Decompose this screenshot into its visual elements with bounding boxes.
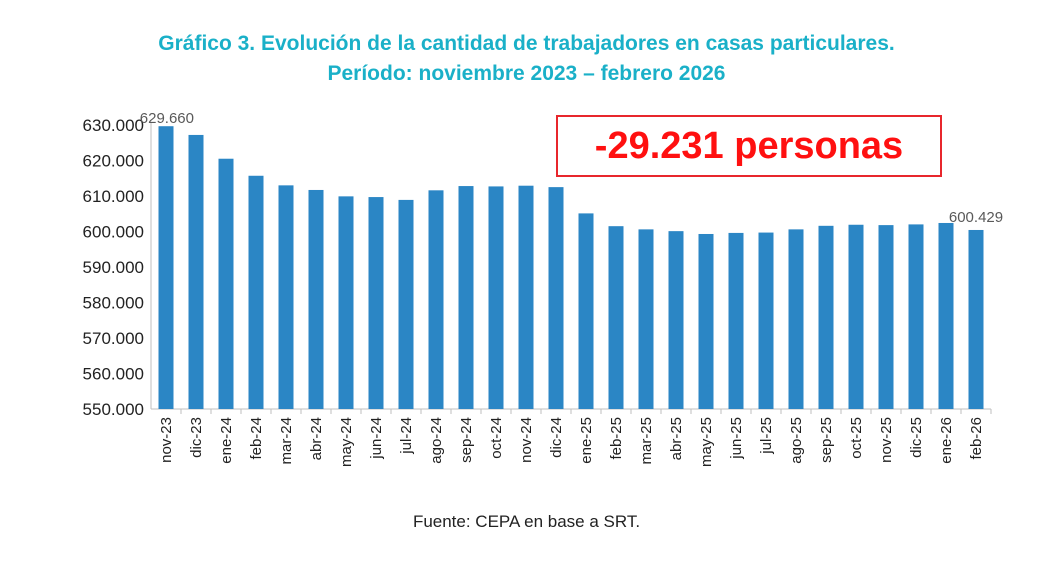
bar xyxy=(968,229,984,409)
bar xyxy=(848,224,864,409)
bar xyxy=(158,126,174,409)
x-tick-label: nov-25 xyxy=(878,417,895,463)
x-tick-label: mar-24 xyxy=(278,417,295,465)
x-tick-label: nov-24 xyxy=(518,417,535,463)
data-label: 629.660 xyxy=(140,110,194,127)
bar xyxy=(668,231,684,409)
x-tick-label: ene-25 xyxy=(578,417,595,464)
source-note: Fuente: CEPA en base a SRT. xyxy=(412,512,641,531)
bar xyxy=(788,229,804,409)
bar xyxy=(548,187,564,409)
bar xyxy=(578,213,594,409)
callout-text: -29.231 personas xyxy=(594,124,904,167)
bar xyxy=(278,185,294,409)
x-tick-label: abr-25 xyxy=(668,417,685,460)
x-tick-label: mar-25 xyxy=(638,417,655,465)
y-tick-label: 580.000 xyxy=(83,294,144,313)
bar xyxy=(308,189,324,409)
x-tick-label: jul-25 xyxy=(758,417,775,455)
y-tick-label: 570.000 xyxy=(83,329,144,348)
x-tick-label: jun-24 xyxy=(368,417,385,460)
y-tick-label: 620.000 xyxy=(83,152,144,171)
x-tick-label: nov-23 xyxy=(158,417,175,463)
x-tick-label: dic-24 xyxy=(548,417,565,458)
bar xyxy=(428,190,444,409)
y-tick-label: 560.000 xyxy=(83,365,144,384)
bar xyxy=(368,197,384,409)
x-tick-label: oct-25 xyxy=(848,417,865,459)
x-tick-label: sep-24 xyxy=(458,417,475,463)
y-tick-label: 590.000 xyxy=(83,258,144,277)
bar xyxy=(248,175,264,409)
x-tick-label: dic-25 xyxy=(908,417,925,458)
bar xyxy=(758,232,774,409)
bar xyxy=(818,225,834,409)
bar xyxy=(488,186,504,409)
y-tick-label: 610.000 xyxy=(83,187,144,206)
x-tick-label: ago-24 xyxy=(428,417,445,464)
x-tick-label: abr-24 xyxy=(308,417,325,460)
x-tick-label: jun-25 xyxy=(728,417,745,460)
bar xyxy=(608,226,624,409)
chart-title: Gráfico 3. Evolución de la cantidad de t… xyxy=(158,32,895,55)
bar xyxy=(878,225,894,409)
y-tick-label: 600.000 xyxy=(83,223,144,242)
bar xyxy=(458,186,474,409)
x-tick-label: may-24 xyxy=(338,417,355,467)
chart-subtitle: Período: noviembre 2023 – febrero 2026 xyxy=(327,62,726,85)
bar xyxy=(338,196,354,409)
x-tick-label: feb-26 xyxy=(968,417,985,460)
bar xyxy=(698,233,714,409)
x-tick-label: sep-25 xyxy=(818,417,835,463)
x-tick-label: oct-24 xyxy=(488,417,505,459)
x-tick-label: feb-25 xyxy=(608,417,625,460)
bar xyxy=(188,134,204,409)
bar xyxy=(218,158,234,409)
bar xyxy=(638,229,654,409)
x-tick-label: may-25 xyxy=(698,417,715,467)
x-tick-label: ago-25 xyxy=(788,417,805,464)
x-tick-label: ene-26 xyxy=(938,417,955,464)
bar xyxy=(908,224,924,409)
bar xyxy=(398,199,414,409)
bar xyxy=(518,185,534,409)
x-tick-label: jul-24 xyxy=(398,417,415,455)
y-tick-label: 550.000 xyxy=(83,400,144,419)
bar xyxy=(938,222,954,409)
x-tick-label: feb-24 xyxy=(248,417,265,460)
x-tick-label: dic-23 xyxy=(188,417,205,458)
bar xyxy=(728,232,744,409)
data-label: 600.429 xyxy=(949,209,1003,226)
callout-box: -29.231 personas xyxy=(556,115,942,177)
x-tick-label: ene-24 xyxy=(218,417,235,464)
y-tick-label: 630.000 xyxy=(83,116,144,135)
